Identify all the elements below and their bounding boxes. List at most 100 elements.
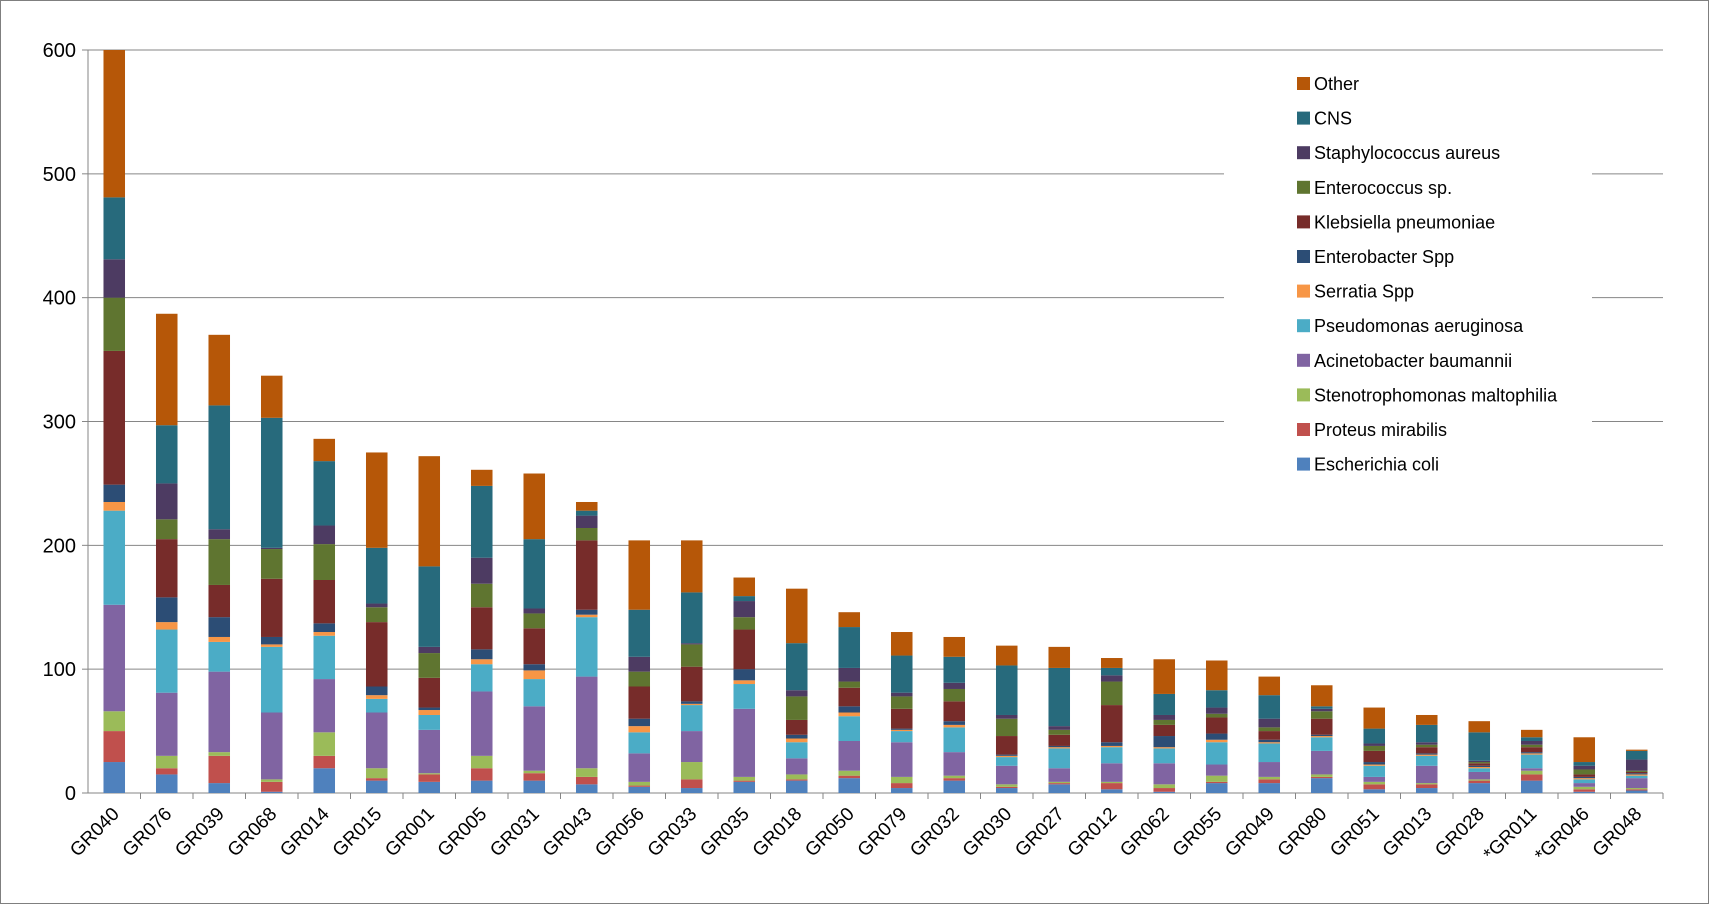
bars [103,50,1648,793]
bar-segment [208,617,231,637]
bar-segment [1205,783,1228,793]
bar-segment [785,758,808,775]
bar-segment [470,664,493,692]
x-tick-label: GR018 [749,804,806,861]
bar-segment [628,732,651,754]
bar-segment [1205,742,1228,765]
bar-segment [1258,776,1281,780]
bar-segment [785,738,808,743]
bar-segment [1363,745,1386,751]
bar-segment [733,776,756,781]
bar-segment [523,773,546,781]
bar-segment [365,698,388,713]
bar-segment [365,695,388,699]
bar-segment [628,753,651,782]
bar-segment [1520,754,1543,769]
bar-segment [523,670,546,680]
bar-segment [418,456,441,567]
bar-segment [1153,788,1176,792]
bar-segment [1205,707,1228,714]
bar-segment [313,635,336,680]
bar-segment [1363,781,1386,785]
bar-segment [260,791,283,793]
bar-segment [1363,776,1386,782]
bar-segment [890,742,913,777]
bar-segment [260,578,283,637]
bar-segment [208,783,231,793]
bar-segment [103,350,126,485]
bar-segment [1153,791,1176,793]
bar-segment [418,714,441,730]
bar-segment [1100,681,1123,706]
bar-segment [1468,732,1491,761]
bar-segment [365,768,388,779]
bar-segment [1625,790,1648,793]
bar-segment [1310,778,1333,793]
bar-segment [838,687,861,707]
bar-segment [313,461,336,526]
bar-segment [1100,745,1123,748]
bar-segment [1048,781,1071,784]
bar-segment [155,425,178,484]
bar-segment [785,779,808,781]
bar-segment [260,779,283,782]
bar-segment [155,597,178,623]
bar-segment [575,501,598,511]
bar-segment [1468,763,1491,766]
bar-segment [628,726,651,733]
x-tick-label: GR012 [1064,804,1121,861]
bar-segment [733,708,756,777]
bar-segment [785,719,808,735]
bar-segment [785,742,808,759]
bar-segment [943,775,966,779]
bar-segment [628,671,651,687]
bar-segment [418,710,441,715]
bar-segment [1153,763,1176,785]
bar-segment [680,705,703,732]
bar-segment [733,629,756,670]
bar-segment [995,788,1018,793]
bar-segment [103,501,126,511]
bar-segment [313,623,336,633]
bar-segment [1258,718,1281,728]
bar-segment [523,679,546,707]
bar-segment [1520,768,1543,771]
bar-segment [103,484,126,502]
bar-segment [1625,773,1648,775]
bar-segment [103,731,126,763]
bar-segment [838,681,861,688]
legend-swatch [1297,180,1310,194]
bar-segment [943,636,966,657]
legend-swatch [1297,457,1310,471]
bar-segment [1625,749,1648,751]
bar-segment [155,539,178,598]
bar-segment [785,774,808,780]
bar-segment [995,784,1018,787]
bar-segment [838,712,861,717]
bar-segment [103,50,126,198]
bar-segment [628,540,651,610]
bar-segment [1468,779,1491,781]
bar-segment [680,666,703,702]
bar-segment [1205,717,1228,734]
bar-segment [943,727,966,753]
bar-segment [1520,753,1543,755]
bar-segment [1048,784,1071,793]
bar-segment [575,609,598,615]
bar-segment [995,754,1018,756]
bar-segment [365,622,388,687]
bar-segment [785,734,808,739]
bar-segment [1520,729,1543,738]
y-tick-label: 400 [43,288,76,310]
x-tick-label: GR076 [119,804,176,861]
bar-segment [1468,780,1491,784]
x-tick-label: GR040 [66,804,123,861]
bar-segment [1363,707,1386,729]
bar-segment [103,297,126,351]
bar-segment [155,313,178,426]
bar-segment [1153,747,1176,749]
bar-segment [470,691,493,756]
bar-segment [890,632,913,656]
